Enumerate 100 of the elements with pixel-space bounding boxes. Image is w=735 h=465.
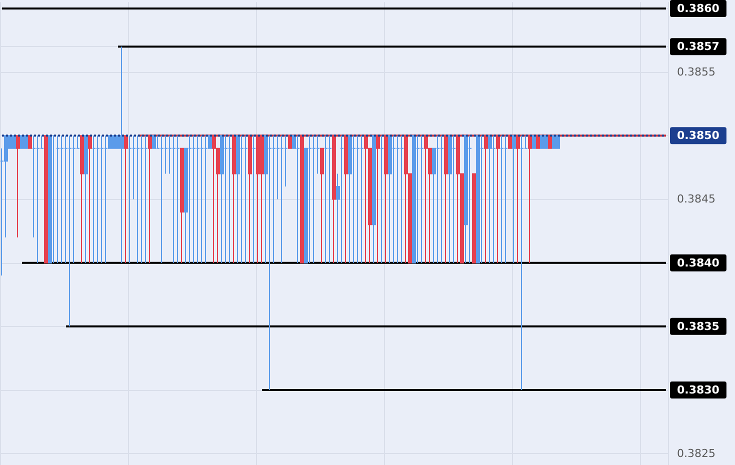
candlestick <box>256 135 260 264</box>
candlestick <box>12 135 16 149</box>
candlestick <box>532 135 536 149</box>
candlestick <box>128 135 132 264</box>
y-tick-label: 0.3830 <box>677 383 720 396</box>
candlestick <box>508 135 512 149</box>
candlestick <box>384 135 388 264</box>
y-tick-label: 0.3840 <box>677 256 720 270</box>
candlestick <box>440 135 444 264</box>
candlestick <box>84 135 88 264</box>
candlestick <box>540 135 544 149</box>
candlestick <box>236 135 240 264</box>
candlestick <box>140 135 144 264</box>
candlestick <box>452 135 456 264</box>
candlestick <box>464 135 468 264</box>
candlestick <box>48 135 52 264</box>
candlestick <box>300 135 304 264</box>
candlestick <box>480 135 484 264</box>
candlestick <box>416 135 420 264</box>
candlestick <box>56 135 60 264</box>
candlestick <box>96 135 100 264</box>
candlestick <box>124 135 128 264</box>
candlestick <box>424 135 428 264</box>
candlestick <box>280 135 284 264</box>
candlestick <box>120 46 124 264</box>
candlestick <box>288 135 292 149</box>
candlestick <box>212 135 216 264</box>
candlestick <box>392 135 396 264</box>
candlestick <box>152 135 156 149</box>
candlestick <box>400 135 404 264</box>
candlestick <box>380 135 384 264</box>
candlestick <box>20 135 24 149</box>
candlestick <box>412 135 416 264</box>
candlestick <box>528 135 532 264</box>
candlestick <box>348 135 352 264</box>
y-tick-label: 0.3850 <box>677 129 720 142</box>
candlestick <box>360 135 364 264</box>
candlestick <box>260 135 264 264</box>
candlestick <box>372 135 376 264</box>
candlestick <box>468 135 472 264</box>
candlestick <box>252 135 256 264</box>
candlestick <box>68 135 72 327</box>
candlestick <box>248 135 252 264</box>
candlestick <box>172 135 176 264</box>
candlestick <box>556 135 560 149</box>
candlestick <box>136 135 140 264</box>
candlestick <box>192 135 196 264</box>
candlestick <box>364 135 368 264</box>
candlestick <box>44 135 48 264</box>
candlestick <box>388 135 392 264</box>
candlestick <box>80 135 84 264</box>
candlestick <box>484 135 488 264</box>
candlestick <box>492 135 496 264</box>
candlestick <box>36 135 40 264</box>
candlestick <box>436 135 440 264</box>
candlestick <box>52 135 56 264</box>
candlestick <box>312 135 316 264</box>
candlestick <box>404 135 408 264</box>
candlestick <box>88 135 92 264</box>
candlestick <box>548 135 552 149</box>
candlestick <box>376 135 380 264</box>
candlestick <box>552 135 556 149</box>
candlestick <box>420 135 424 264</box>
candlestick <box>296 135 300 264</box>
candlestick <box>324 135 328 264</box>
candlestick <box>220 135 224 264</box>
candlestick <box>472 173 476 264</box>
candlestick <box>240 135 244 264</box>
candlestick <box>520 135 524 390</box>
candlestick <box>344 135 348 264</box>
candlestick <box>60 135 64 264</box>
candlestick <box>100 135 104 264</box>
y-tick-label: 0.3825 <box>677 447 716 460</box>
candlestick <box>92 135 96 264</box>
candlestick <box>352 135 356 264</box>
candlestick <box>544 135 548 149</box>
candlestick <box>536 135 540 149</box>
candlestick <box>204 135 208 264</box>
candlestick <box>24 135 28 149</box>
candlestick <box>476 135 480 264</box>
candlestick <box>148 135 152 264</box>
y-tick-label: 0.3857 <box>677 40 720 54</box>
candlestick <box>456 135 460 264</box>
candlestick <box>188 135 192 264</box>
candlestick <box>320 148 324 264</box>
candlestick <box>144 135 148 264</box>
candlestick <box>500 135 504 264</box>
candlestick <box>488 135 492 264</box>
candlestick <box>196 135 200 264</box>
y-tick-label: 0.3860 <box>677 2 720 15</box>
candlestick <box>268 135 272 390</box>
candlestick <box>232 135 236 264</box>
candlestick <box>244 135 248 264</box>
candlestick <box>308 135 312 264</box>
candlestick <box>448 135 452 264</box>
candlestick <box>200 135 204 264</box>
candlestick <box>104 135 108 264</box>
y-tick-label: 0.3855 <box>677 66 716 79</box>
candlestick <box>28 135 32 149</box>
candlestick <box>504 135 508 264</box>
